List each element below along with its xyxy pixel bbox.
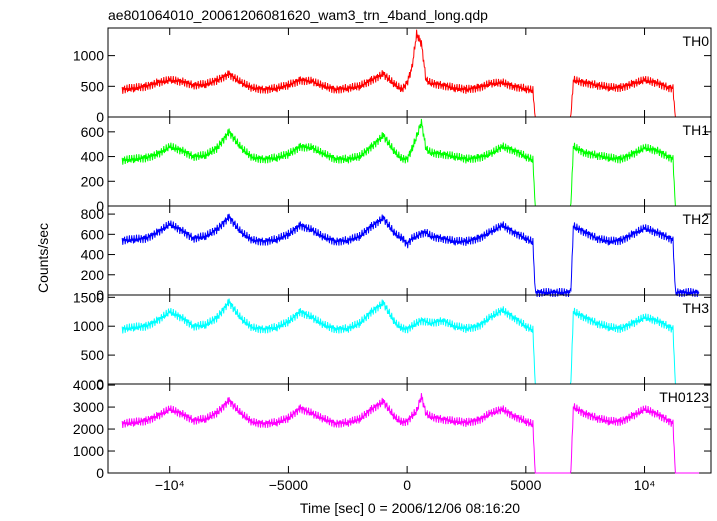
series-label: TH1: [683, 122, 710, 138]
series-line-th1: [121, 118, 700, 207]
y-tick-label: 500: [81, 347, 105, 363]
y-tick-label: 0: [96, 287, 104, 303]
chart-title: ae801064010_20061206081620_wam3_trn_4ban…: [108, 7, 488, 23]
y-axis-label: Counts/sec: [35, 223, 51, 293]
x-tick-label: 5000: [510, 477, 541, 493]
y-tick-label: 0: [96, 376, 104, 392]
y-tick-label: 200: [81, 267, 105, 283]
y-tick-label: 0: [96, 465, 104, 481]
y-tick-label: 0: [96, 109, 104, 125]
series-label: TH2: [683, 211, 710, 227]
y-tick-label: 500: [81, 78, 105, 94]
x-tick-label: −5000: [269, 477, 309, 493]
series-line-th3: [121, 298, 700, 385]
y-tick-label: 400: [81, 149, 105, 165]
y-tick-label: 0: [96, 198, 104, 214]
panel-frame: [107, 205, 712, 296]
panel-frame: [107, 294, 712, 385]
series-label: TH0: [683, 33, 710, 49]
y-tick-label: 1000: [73, 318, 104, 334]
y-tick-label: 1500: [73, 289, 104, 305]
y-tick-label: 200: [81, 173, 105, 189]
y-tick-label: 2000: [73, 421, 104, 437]
series-label: TH3: [683, 300, 710, 316]
x-axis-label: Time [sec] 0 = 2006/12/06 08:16:20: [300, 500, 520, 516]
y-tick-label: 4000: [73, 377, 104, 393]
panels: 0 500 1000 TH0 0 200 400 600 TH1 0 200 400 600 800 TH2…: [73, 27, 712, 493]
x-tick-label: −10⁴: [155, 477, 185, 493]
y-tick-label: 600: [81, 124, 105, 140]
series-line-th0123: [121, 393, 700, 474]
y-tick-label: 800: [81, 206, 105, 222]
panel-frame: [107, 383, 712, 474]
series-line-th0: [121, 29, 700, 118]
y-tick-label: 1000: [73, 443, 104, 459]
y-tick-label: 600: [81, 226, 105, 242]
y-tick-label: 3000: [73, 399, 104, 415]
series-line-th2: [121, 213, 700, 298]
y-tick-label: 1000: [73, 48, 104, 64]
x-tick-label: 10⁴: [634, 477, 656, 493]
x-tick-label: 0: [403, 477, 411, 493]
series-label: TH0123: [659, 389, 709, 405]
y-tick-label: 400: [81, 247, 105, 263]
